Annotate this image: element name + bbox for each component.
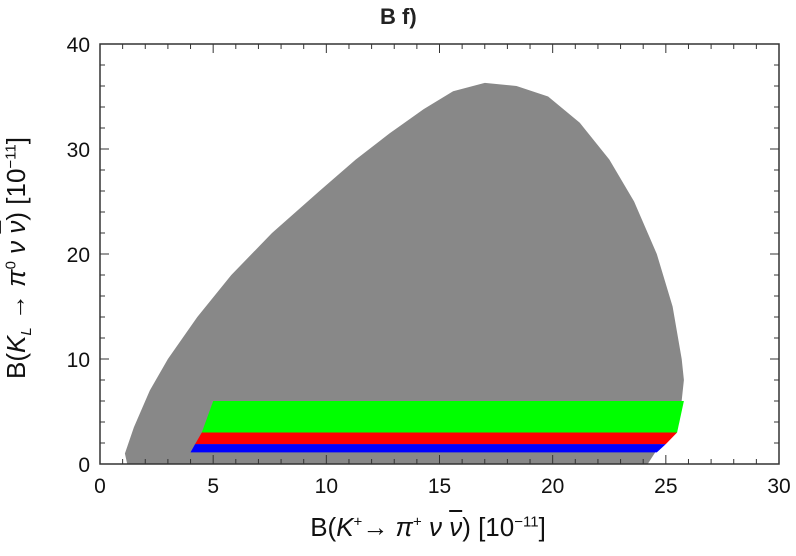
region-3	[190, 444, 666, 453]
region-2	[195, 432, 678, 445]
y-tick-label: 40	[67, 34, 90, 57]
x-tick-label: 25	[654, 475, 677, 498]
y-tick-label: 20	[67, 244, 90, 267]
y-axis-label: B(KL → π0 ν ν) [10−11]	[0, 137, 36, 379]
y-tick-label: 0	[78, 454, 90, 477]
region-0	[124, 82, 684, 465]
x-tick-label: 0	[94, 475, 106, 498]
x-axis-label: B(K+→ π+ ν ν) [10−11]	[310, 512, 546, 542]
region-1	[201, 401, 684, 433]
y-tick-label: 10	[67, 349, 90, 372]
y-tick-label: 30	[67, 139, 90, 162]
x-tick-label: 5	[207, 475, 219, 498]
x-tick-label: 20	[541, 475, 564, 498]
x-tick-label: 15	[428, 475, 451, 498]
x-tick-label: 30	[767, 475, 790, 498]
chart-title: B f)	[380, 4, 417, 29]
x-tick-label: 10	[315, 475, 338, 498]
